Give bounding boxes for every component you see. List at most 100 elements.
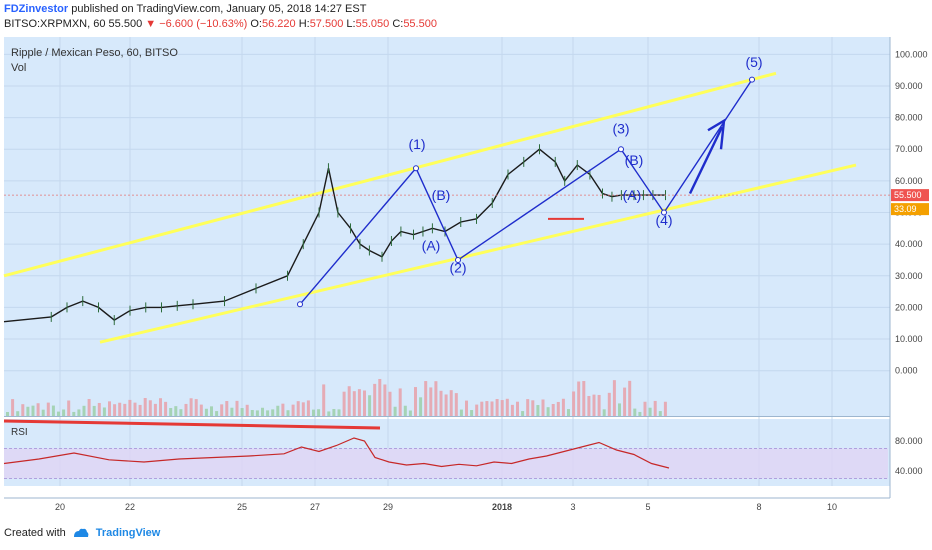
volume-bar: [148, 400, 152, 416]
wave-label: (2): [449, 260, 466, 276]
volume-badge: [891, 203, 929, 216]
volume-bar: [444, 394, 448, 416]
volume-bar: [133, 402, 137, 416]
volume-bar: [332, 409, 336, 416]
volume-bar: [164, 401, 168, 416]
volume-bar: [21, 404, 25, 416]
price-axis[interactable]: 100.00090.00080.00070.00060.00050.00040.…: [891, 49, 929, 476]
volume-bar: [597, 394, 601, 416]
volume-bar: [128, 399, 132, 416]
wave-path: [299, 79, 753, 305]
volume-bar: [653, 400, 657, 416]
volume-bar: [72, 411, 76, 416]
volume-bar: [643, 401, 647, 416]
wave-point: [661, 209, 667, 216]
volume-bar: [510, 404, 514, 416]
volume-bar: [51, 405, 55, 416]
volume-bar: [541, 399, 545, 416]
y-tick-label: 60.000: [895, 176, 923, 186]
author-link[interactable]: FDZinvestor: [4, 3, 69, 15]
ohlc-line: BITSO:XRPMXN, 60 55.500 ▼ −6.600 (−10.63…: [4, 18, 437, 30]
volume-bar: [516, 401, 519, 416]
volume-bar: [337, 409, 341, 416]
volume-bar: [536, 405, 540, 416]
volume-bar: [123, 403, 127, 416]
volume-bar: [301, 402, 305, 416]
volume-bar: [286, 410, 290, 416]
change-value: ▼ −6.600 (−10.63%): [145, 18, 248, 30]
high-value: 57.500: [309, 18, 344, 30]
x-tick-label: 8: [756, 502, 761, 512]
volume-bar: [628, 380, 632, 416]
volume-bar: [102, 407, 106, 416]
wave-label: (1): [408, 136, 425, 152]
projection-arrowhead: [707, 118, 726, 150]
volume-bar: [378, 378, 382, 416]
volume-bar: [393, 406, 397, 416]
volume-badge-label: 33.09: [894, 204, 917, 214]
rsi-line: [3, 437, 670, 469]
y-tick-label: 40.000: [895, 239, 923, 249]
wave-point: [297, 301, 303, 308]
x-tick-label: 27: [310, 502, 320, 512]
y-tick-label: 70.000: [895, 144, 923, 154]
volume-bar: [434, 381, 438, 416]
rsi-trend-line: [3, 419, 381, 430]
x-tick-label: 3: [570, 502, 575, 512]
high-label: H:: [298, 18, 310, 30]
wave-label: (B): [432, 187, 451, 203]
volume-bar: [495, 399, 499, 416]
low-value: 55.050: [355, 18, 390, 30]
volume-bar: [623, 387, 627, 416]
symbol-title: Ripple / Mexican Peso, 60, BITSO: [11, 47, 178, 59]
volume-bar: [408, 410, 412, 416]
volume-bar: [220, 404, 224, 416]
last-price: 55.500: [108, 18, 143, 30]
time-axis[interactable]: 20 22 25 27 29 2018 3 5 8 10: [55, 502, 837, 512]
volume-bar: [179, 409, 183, 416]
wave-label: (3): [612, 120, 629, 136]
symbol-interval: BITSO:XRPMXN, 60: [4, 18, 106, 30]
volume-bar: [470, 410, 474, 416]
volume-bar: [347, 386, 351, 416]
volume-bar: [500, 400, 504, 416]
y-tick-label: 100.000: [895, 49, 928, 59]
volume-bar: [215, 411, 219, 416]
volume-bar: [618, 403, 621, 416]
volume-bar: [398, 388, 402, 416]
volume-bar: [296, 401, 300, 416]
rsi-tick-label: 40.000: [895, 466, 923, 476]
volume-bar: [465, 400, 468, 416]
volume-bar: [663, 401, 667, 416]
x-tick-label: 22: [125, 502, 135, 512]
y-tick-label: 90.000: [895, 81, 923, 91]
volume-bar: [485, 401, 489, 416]
tradingview-brand[interactable]: TradingView: [95, 527, 161, 539]
wave-point: [749, 76, 755, 83]
rsi-series: [3, 437, 888, 479]
wave-label: (4): [655, 212, 672, 228]
volume-bar: [240, 408, 244, 416]
volume-bar: [419, 397, 423, 416]
volume-bar: [567, 409, 570, 416]
volume-bar: [383, 384, 387, 416]
open-label: O:: [250, 18, 262, 30]
x-tick-label: 25: [237, 502, 247, 512]
price-chart[interactable]: (1)(B)(A)(2)(3)(B)(A)(4)(5) 100.00090.00…: [0, 36, 932, 522]
volume-bar: [184, 403, 188, 416]
volume-bar: [245, 404, 249, 416]
upper-channel-line: [3, 71, 777, 278]
volume-bar: [342, 391, 346, 416]
volume-bar: [587, 395, 591, 416]
volume-bar: [648, 407, 652, 416]
volume-bar: [327, 411, 331, 416]
volume-bar: [561, 398, 565, 416]
channel-lines: [3, 71, 857, 430]
volume-bar: [403, 405, 407, 416]
volume-bar: [138, 404, 142, 416]
volume-bar: [189, 398, 193, 416]
y-tick-label: 10.000: [895, 334, 923, 344]
created-with-text: Created with: [4, 527, 66, 539]
wave-label: (5): [745, 54, 762, 70]
volume-bar: [159, 398, 162, 416]
